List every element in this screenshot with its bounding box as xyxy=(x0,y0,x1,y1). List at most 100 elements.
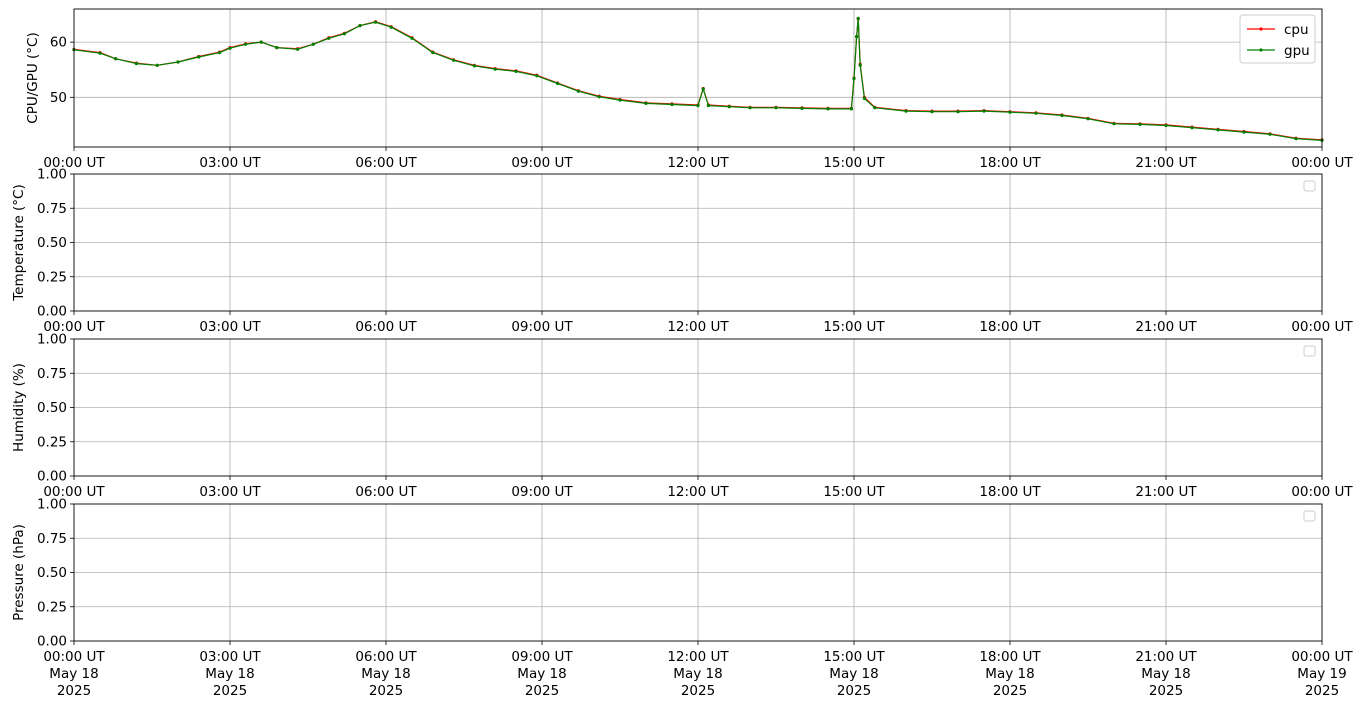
data-point-gpu xyxy=(727,105,731,109)
data-point-gpu xyxy=(389,25,393,29)
x-date-label: May 18 xyxy=(985,666,1034,682)
data-point-gpu xyxy=(1034,111,1038,115)
x-tick-label: 12:00 UT xyxy=(667,649,729,665)
legend-box xyxy=(1239,14,1316,64)
data-point-gpu xyxy=(114,57,118,61)
x-tick-label: 03:00 UT xyxy=(199,649,261,665)
x-year-label: 2025 xyxy=(1149,683,1183,699)
x-tick-label: 09:00 UT xyxy=(511,649,573,665)
x-tick-label: 06:00 UT xyxy=(355,484,417,500)
data-point-gpu xyxy=(862,96,867,100)
data-point-gpu xyxy=(696,104,700,108)
x-tick-label: 15:00 UT xyxy=(823,484,885,500)
data-point-gpu xyxy=(228,46,232,50)
legend-box-empty xyxy=(1303,180,1316,192)
x-tick-label: 00:00 UT xyxy=(43,319,105,335)
series-line-gpu xyxy=(73,17,1323,141)
x-year-label: 2025 xyxy=(681,683,715,699)
data-point-gpu xyxy=(956,110,960,114)
data-point-gpu xyxy=(930,110,934,114)
y-axis-label: Temperature (°C) xyxy=(11,184,27,302)
data-point-gpu xyxy=(197,55,201,59)
x-tick-label: 09:00 UT xyxy=(511,484,573,500)
y-axis-label: Humidity (%) xyxy=(11,363,27,452)
y-tick-label: 50 xyxy=(50,90,67,106)
data-point-gpu xyxy=(748,106,752,110)
data-point-gpu xyxy=(1164,123,1168,128)
data-point-gpu xyxy=(618,98,622,102)
data-point-gpu xyxy=(514,69,518,73)
y-tick-label: 0.75 xyxy=(37,201,67,217)
data-point-gpu xyxy=(982,109,986,113)
x-tick-label: 06:00 UT xyxy=(355,649,417,665)
data-point-gpu xyxy=(706,104,711,108)
x-tick-label: 06:00 UT xyxy=(355,319,417,335)
data-point-gpu xyxy=(493,67,497,71)
data-point-gpu xyxy=(852,77,856,81)
x-date-label: May 18 xyxy=(205,666,254,682)
legend-box-empty xyxy=(1303,345,1316,357)
data-point-gpu xyxy=(275,46,279,50)
data-point-gpu xyxy=(1294,137,1298,141)
x-tick-label: 18:00 UT xyxy=(979,319,1041,335)
x-tick-label: 00:00 UT xyxy=(43,649,105,665)
x-tick-label: 15:00 UT xyxy=(823,319,885,335)
y-axis-label: CPU/GPU (°C) xyxy=(25,32,41,123)
y-tick-label: 0.00 xyxy=(37,634,67,650)
legend-box-empty xyxy=(1303,510,1316,522)
x-tick-label: 03:00 UT xyxy=(199,484,261,500)
data-point-gpu xyxy=(244,42,248,46)
y-tick-label: 0.75 xyxy=(37,366,67,382)
data-point-gpu xyxy=(670,102,674,107)
x-year-label: 2025 xyxy=(369,683,403,699)
data-point-gpu xyxy=(327,36,331,40)
y-tick-label: 0.50 xyxy=(37,565,67,581)
data-point-gpu xyxy=(1086,117,1090,121)
data-point-gpu xyxy=(849,107,854,111)
y-tick-label: 0.25 xyxy=(37,434,67,450)
data-point-gpu xyxy=(701,87,705,91)
x-tick-label: 00:00 UT xyxy=(1291,319,1353,335)
x-tick-label: 15:00 UT xyxy=(823,155,885,171)
y-tick-label: 0.00 xyxy=(37,304,67,320)
x-year-label: 2025 xyxy=(1305,683,1339,699)
data-point-gpu xyxy=(904,109,908,113)
x-tick-label: 21:00 UT xyxy=(1135,484,1197,500)
data-point-gpu xyxy=(342,32,346,36)
x-tick-label: 21:00 UT xyxy=(1135,155,1197,171)
data-point-gpu xyxy=(576,89,581,93)
data-point-gpu xyxy=(410,36,414,40)
data-point-gpu xyxy=(1060,113,1064,118)
chart-panel-1: 50 60 00:00 UT 03:00 UT 06:00 UT 09:00 UT 12:0… xyxy=(25,8,1353,171)
data-point-gpu xyxy=(856,16,860,20)
chart-panel-2: 0.00 0.25 0.50 0.75 1.00 00:00 UT 03:00 UT 06:0… xyxy=(11,167,1353,336)
data-point-gpu xyxy=(873,106,877,110)
data-point-gpu xyxy=(431,51,435,55)
x-year-label: 2025 xyxy=(57,683,91,699)
x-date-label: May 19 xyxy=(1297,666,1346,682)
x-tick-label: 12:00 UT xyxy=(667,155,729,171)
y-tick-label: 1.00 xyxy=(37,167,67,183)
y-tick-label: 60 xyxy=(50,35,67,51)
data-point-gpu xyxy=(296,47,300,51)
chart-panel-3: 0.00 0.25 0.50 0.75 1.00 00:00 UT 03:00 UT 06:0… xyxy=(11,332,1353,501)
x-tick-label: 06:00 UT xyxy=(355,155,417,171)
legend-label-gpu: gpu xyxy=(1284,43,1310,59)
legend-label-cpu: cpu xyxy=(1284,22,1309,38)
data-point-gpu xyxy=(358,24,362,28)
x-date-label: May 18 xyxy=(517,666,566,682)
data-point-gpu xyxy=(218,51,222,55)
x-tick-label: 00:00 UT xyxy=(43,484,105,500)
data-point-gpu xyxy=(176,60,180,64)
x-tick-label: 00:00 UT xyxy=(1291,649,1353,665)
data-point-gpu xyxy=(1112,122,1116,126)
data-point-gpu xyxy=(1268,132,1272,136)
x-tick-label: 00:00 UT xyxy=(1291,484,1353,500)
y-tick-label: 1.00 xyxy=(37,332,67,348)
data-point-gpu xyxy=(858,63,862,67)
data-point-gpu xyxy=(1008,110,1012,114)
x-tick-label: 18:00 UT xyxy=(979,484,1041,500)
y-tick-label: 0.75 xyxy=(37,531,67,547)
data-point-gpu xyxy=(374,20,378,24)
x-tick-label: 18:00 UT xyxy=(979,649,1041,665)
